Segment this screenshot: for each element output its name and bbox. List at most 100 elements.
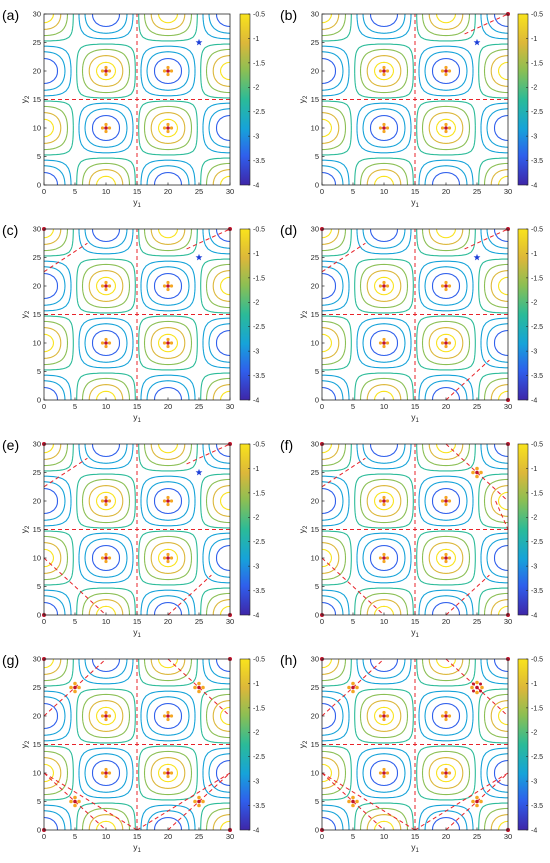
x-axis-label: y1 bbox=[411, 842, 419, 854]
x-tick-label-2: 10 bbox=[102, 617, 110, 626]
saddle-dot-bottom-0 bbox=[104, 559, 108, 564]
y-tick-label-5: 25 bbox=[311, 253, 319, 262]
panel-label: (f) bbox=[280, 437, 293, 453]
saddle-dot-center-2 bbox=[166, 556, 170, 560]
x-tick-label-6: 30 bbox=[504, 832, 512, 841]
x-tick-label-6: 30 bbox=[226, 832, 234, 841]
colorbar-tick-label-3: -2 bbox=[531, 85, 537, 92]
x-tick-label-0: 0 bbox=[42, 832, 46, 841]
saddle-dot-left-3 bbox=[440, 284, 445, 288]
panel-label: (d) bbox=[280, 222, 297, 238]
x-axis-label: y1 bbox=[133, 842, 141, 854]
panel-label: (a) bbox=[2, 7, 19, 23]
y-tick-label-3: 15 bbox=[311, 310, 319, 319]
saddle-dot-top-0 bbox=[104, 767, 108, 772]
saddle-dot-bottom-3 bbox=[444, 502, 448, 507]
saddle-dot-bottom-3 bbox=[166, 72, 170, 77]
contour-level-4 bbox=[43, 228, 231, 401]
cluster-dot-3-0 bbox=[193, 799, 197, 804]
saddle-dot-right-0 bbox=[107, 341, 112, 345]
contour-level-3 bbox=[322, 14, 508, 185]
saddle-dot-bottom-2 bbox=[166, 559, 170, 564]
cluster-dot-0-0 bbox=[470, 685, 474, 690]
contour-level-2 bbox=[44, 14, 230, 185]
saddle-dot-right-2 bbox=[169, 556, 174, 560]
dashed-lines bbox=[43, 443, 231, 616]
saddle-dot-right-2 bbox=[447, 556, 452, 560]
saddle-dot-left-3 bbox=[162, 284, 167, 288]
x-tick-label-2: 10 bbox=[380, 187, 388, 196]
saddle-dot-top-0 bbox=[382, 122, 386, 127]
saddle-dot-top-3 bbox=[166, 280, 170, 285]
colorbar-tick-label-5: -3 bbox=[531, 564, 537, 571]
y-axis-label: y2 bbox=[297, 95, 309, 103]
saddle-dot-bottom-1 bbox=[104, 72, 108, 77]
x-axis-label: y1 bbox=[411, 627, 419, 639]
y-tick-label-6: 30 bbox=[311, 225, 319, 234]
saddle-dot-center-3 bbox=[444, 69, 448, 73]
contour-level-1 bbox=[43, 13, 231, 186]
colorbar bbox=[239, 228, 251, 401]
saddle-dot-bottom-0 bbox=[382, 559, 386, 564]
colorbar-tick-label-3: -2 bbox=[531, 300, 537, 307]
x-tick-label-2: 10 bbox=[380, 832, 388, 841]
cluster-dot-3-3 bbox=[197, 803, 201, 808]
panel-label: (b) bbox=[280, 7, 297, 23]
saddle-dot-top-3 bbox=[444, 710, 448, 715]
colorbar-tick-label-6: -3.5 bbox=[253, 588, 265, 595]
contour-level-4 bbox=[321, 658, 509, 831]
contour-level-6 bbox=[321, 13, 509, 186]
saddle-dot-right-2 bbox=[169, 771, 174, 775]
saddle-dot-bottom-2 bbox=[444, 774, 448, 779]
cluster-center-0 bbox=[475, 685, 479, 690]
saddle-dot-center-0 bbox=[104, 341, 108, 345]
y-tick-label-2: 10 bbox=[33, 769, 41, 778]
dashed-line-4 bbox=[167, 574, 212, 616]
saddle-dot-center-0 bbox=[382, 341, 386, 345]
x-tick-label-3: 15 bbox=[411, 187, 419, 196]
saddle-dot-left-1 bbox=[100, 714, 105, 718]
contour-level-2 bbox=[322, 659, 508, 830]
cluster-center-2 bbox=[73, 799, 77, 804]
cluster-dot-0-2 bbox=[197, 681, 201, 686]
colorbar-tick-label-1: -1 bbox=[531, 466, 537, 473]
colorbar bbox=[517, 228, 529, 401]
y-tick-label-4: 20 bbox=[311, 67, 319, 76]
contour-level-5 bbox=[321, 228, 509, 401]
saddle-dot-bottom-1 bbox=[104, 287, 108, 292]
cluster-dot-1-3 bbox=[73, 689, 77, 694]
saddle-dot-top-0 bbox=[382, 552, 386, 557]
x-tick-label-0: 0 bbox=[320, 187, 324, 196]
cluster-dot-1-3 bbox=[351, 689, 355, 694]
colorbar-tick-label-6: -3.5 bbox=[531, 158, 543, 165]
saddle-dot-center-1 bbox=[382, 499, 386, 503]
saddle-dot-left-3 bbox=[162, 69, 167, 73]
x-tick-label-4: 20 bbox=[164, 187, 172, 196]
y-tick-label-3: 15 bbox=[311, 740, 319, 749]
contour-level-6 bbox=[43, 658, 231, 831]
colorbar-tick-label-2: -1.5 bbox=[253, 490, 265, 497]
x-tick-label-4: 20 bbox=[164, 832, 172, 841]
saddle-dot-left-1 bbox=[378, 714, 383, 718]
colorbar-tick-label-2: -1.5 bbox=[253, 275, 265, 282]
saddle-dot-top-2 bbox=[444, 337, 448, 342]
contour-level-0 bbox=[43, 13, 231, 186]
minima-markers bbox=[473, 253, 481, 261]
y-tick-label-5: 25 bbox=[33, 468, 41, 477]
y-tick-label-3: 15 bbox=[33, 310, 41, 319]
saddle-dot-center-1 bbox=[104, 714, 108, 718]
cluster-ring-dot-0-2 bbox=[472, 689, 475, 693]
colorbar-tick-label-1: -1 bbox=[531, 36, 537, 43]
y-tick-label-5: 25 bbox=[33, 683, 41, 692]
saddle-dot-top-1 bbox=[104, 710, 108, 715]
saddle-dot-left-0 bbox=[378, 341, 383, 345]
cluster-ring-dot-0-0 bbox=[472, 682, 475, 686]
saddle-dot-top-1 bbox=[104, 495, 108, 500]
y-axis-label: y2 bbox=[297, 740, 309, 748]
minima-markers bbox=[69, 681, 205, 808]
saddle-dot-bottom-0 bbox=[382, 129, 386, 134]
contour-level-3 bbox=[44, 659, 230, 830]
saddle-dot-bottom-0 bbox=[104, 774, 108, 779]
x-tick-label-3: 15 bbox=[133, 617, 141, 626]
saddle-dot-right-1 bbox=[107, 499, 112, 503]
